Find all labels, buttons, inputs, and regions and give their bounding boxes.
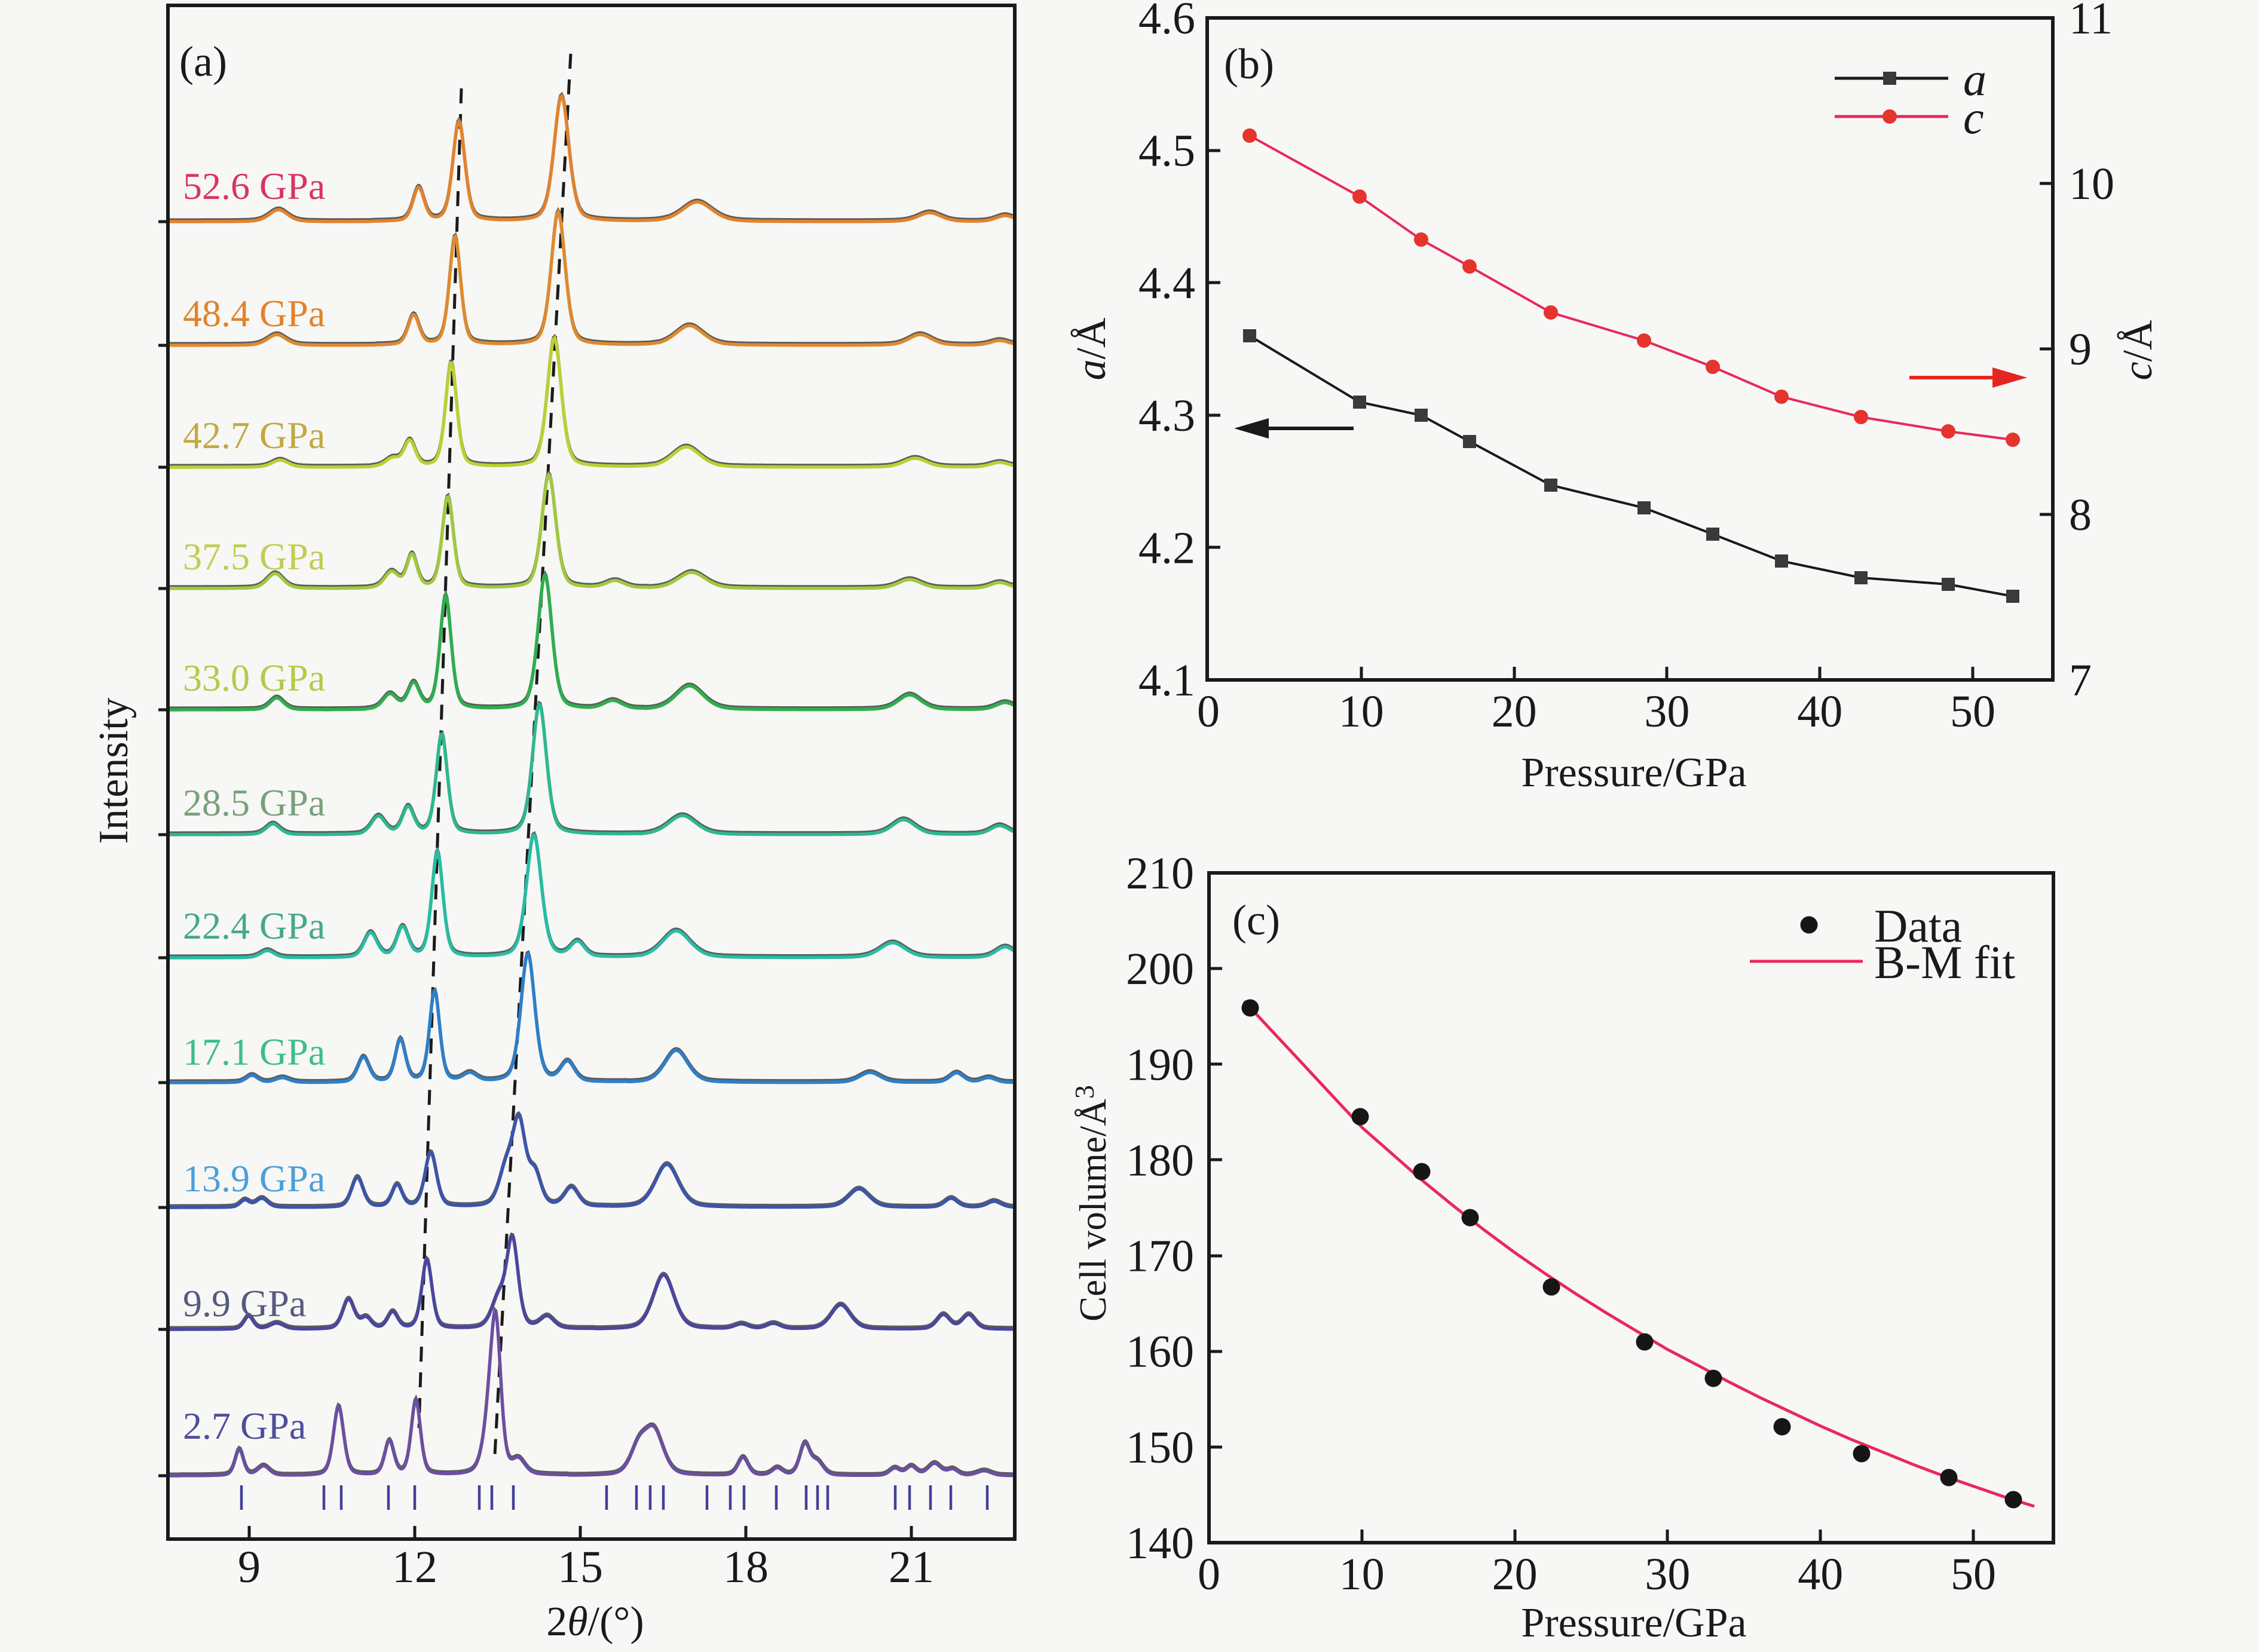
svg-text:11: 11 [2069,0,2113,44]
svg-text:42.7 GPa: 42.7 GPa [183,414,325,456]
svg-text:15: 15 [558,1542,603,1592]
svg-text:9: 9 [238,1542,261,1592]
svg-text:17.1 GPa: 17.1 GPa [183,1031,325,1073]
svg-text:52.6 GPa: 52.6 GPa [183,165,325,207]
svg-text:c/Å: c/Å [2115,320,2161,381]
svg-text:13.9 GPa: 13.9 GPa [183,1157,325,1200]
svg-text:10: 10 [1339,1549,1385,1599]
svg-text:2.7 GPa: 2.7 GPa [183,1405,306,1447]
svg-text:20: 20 [1492,1549,1538,1599]
svg-text:30: 30 [1644,686,1689,737]
svg-text:21: 21 [889,1542,934,1592]
svg-text:(a): (a) [179,38,227,85]
svg-text:(c): (c) [1232,896,1280,944]
svg-text:4.5: 4.5 [1138,126,1195,176]
svg-text:10: 10 [1339,686,1384,737]
svg-text:4.2: 4.2 [1138,523,1195,573]
svg-text:Pressure/GPa: Pressure/GPa [1521,1600,1746,1646]
svg-text:18: 18 [723,1542,769,1592]
svg-text:4.3: 4.3 [1138,391,1195,441]
svg-text:0: 0 [1197,686,1220,737]
svg-text:210: 210 [1126,848,1194,899]
svg-text:9: 9 [2069,324,2092,375]
svg-text:0: 0 [1198,1549,1220,1599]
svg-text:50: 50 [1951,1549,1996,1599]
svg-text:140: 140 [1126,1518,1194,1568]
svg-text:4.1: 4.1 [1138,655,1195,706]
svg-text:B-M fit: B-M fit [1874,936,2016,988]
svg-text:Cell volume/Å3: Cell volume/Å3 [1069,1085,1114,1322]
svg-text:33.0 GPa: 33.0 GPa [183,657,325,699]
svg-text:170: 170 [1126,1231,1194,1282]
svg-text:2θ/(°): 2θ/(°) [546,1599,644,1645]
svg-text:Pressure/GPa: Pressure/GPa [1521,750,1746,796]
svg-text:30: 30 [1645,1549,1690,1599]
svg-text:160: 160 [1126,1327,1194,1377]
svg-text:180: 180 [1126,1135,1194,1185]
svg-text:(b): (b) [1224,40,1274,88]
svg-text:9.9 GPa: 9.9 GPa [183,1282,306,1325]
svg-text:190: 190 [1126,1040,1194,1090]
svg-text:40: 40 [1798,1549,1843,1599]
svg-text:4.6: 4.6 [1138,0,1195,44]
svg-text:a/Å: a/Å [1069,317,1115,380]
svg-text:20: 20 [1492,686,1537,737]
svg-text:40: 40 [1797,686,1842,737]
svg-text:28.5 GPa: 28.5 GPa [183,781,325,824]
svg-text:Data: Data [1874,900,1962,952]
svg-text:22.4 GPa: 22.4 GPa [183,905,325,947]
svg-text:c: c [1963,91,1984,143]
svg-text:50: 50 [1950,686,1995,737]
svg-text:4.4: 4.4 [1138,258,1195,308]
svg-text:8: 8 [2069,490,2092,540]
svg-text:37.5 GPa: 37.5 GPa [183,535,325,578]
svg-text:200: 200 [1126,944,1194,994]
svg-text:10: 10 [2069,159,2114,209]
svg-text:48.4 GPa: 48.4 GPa [183,292,325,335]
svg-text:150: 150 [1126,1423,1194,1473]
svg-text:a: a [1963,53,1986,105]
svg-text:12: 12 [392,1542,437,1592]
svg-text:Intensity: Intensity [91,698,137,844]
svg-text:7: 7 [2069,655,2092,706]
